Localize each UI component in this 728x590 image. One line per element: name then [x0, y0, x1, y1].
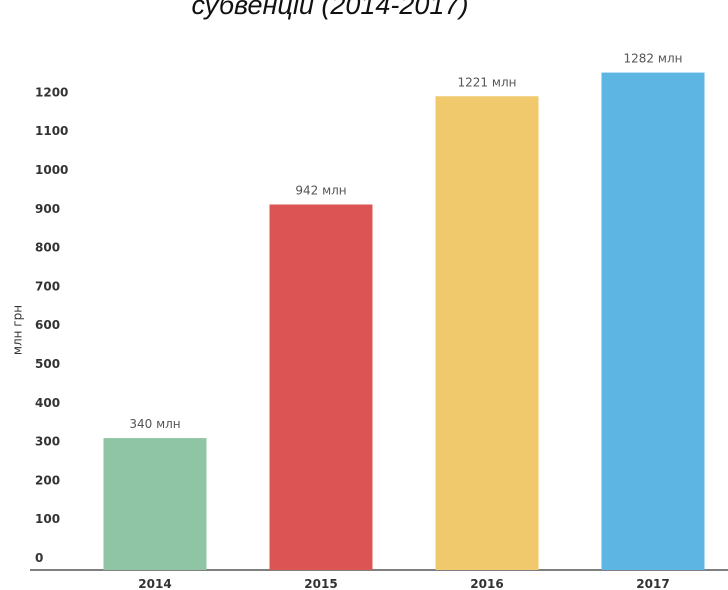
bar	[103, 438, 207, 570]
x-tick-label: 2016	[470, 577, 503, 590]
y-tick-label: 1200	[35, 85, 68, 99]
y-tick-label: 800	[35, 241, 60, 255]
y-tick-label: 600	[35, 318, 60, 332]
y-tick-label: 300	[35, 435, 60, 449]
value-label: 1282 млн	[624, 52, 683, 66]
bar	[269, 204, 373, 570]
x-tick-label: 2017	[636, 577, 669, 590]
y-tick-label: 1000	[35, 163, 68, 177]
y-tick-label: 100	[35, 512, 60, 526]
y-tick-label: 900	[35, 202, 60, 216]
x-tick-label: 2014	[138, 577, 171, 590]
value-label: 942 млн	[295, 184, 346, 198]
value-label: 340 млн	[129, 417, 180, 431]
chart-title: субвенцій (2014-2017)	[192, 0, 469, 20]
y-tick-label: 700	[35, 279, 60, 293]
y-tick-label: 0	[35, 551, 43, 565]
bar	[601, 72, 705, 571]
y-tick-label: 500	[35, 357, 60, 371]
x-tick-label: 2015	[304, 577, 337, 590]
y-tick-label: 200	[35, 473, 60, 487]
bar	[435, 96, 539, 570]
y-tick-label: 400	[35, 396, 60, 410]
y-axis-label: млн грн	[11, 305, 25, 355]
value-label: 1221 млн	[458, 75, 517, 89]
y-tick-label: 1100	[35, 124, 68, 138]
